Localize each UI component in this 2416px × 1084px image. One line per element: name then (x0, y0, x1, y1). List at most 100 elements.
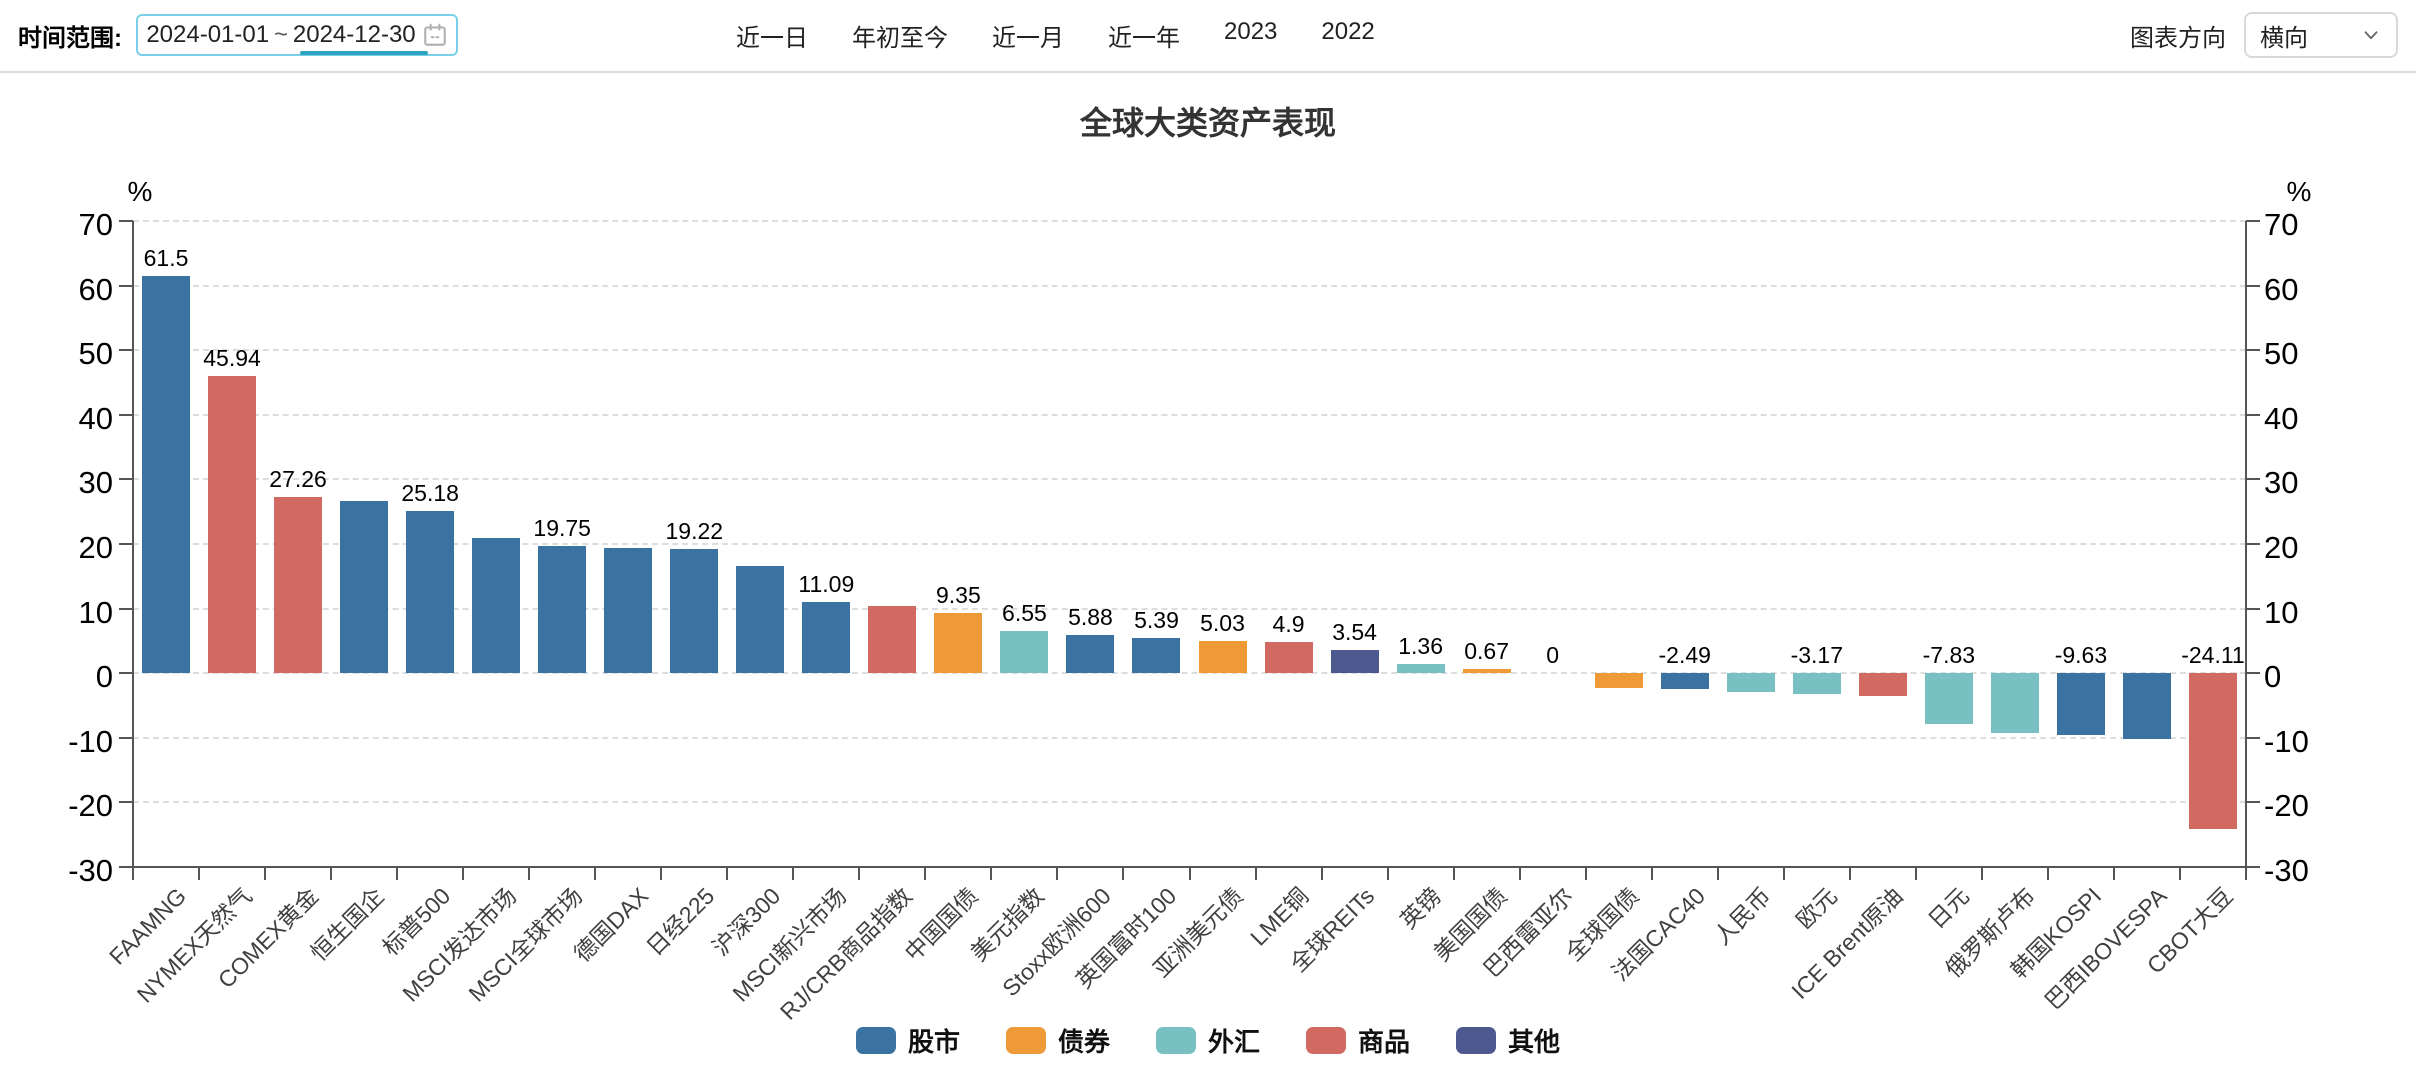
legend-item-外汇[interactable]: 外汇 (1155, 1022, 1260, 1059)
x-tick (330, 868, 333, 880)
x-tick (1188, 868, 1191, 880)
x-tick (1122, 868, 1125, 880)
bar-value-label: -9.63 (2054, 642, 2108, 669)
chart-bar[interactable] (868, 606, 917, 674)
chart-bar[interactable] (1264, 641, 1313, 674)
chart-bar[interactable] (2056, 673, 2105, 736)
chart-bar[interactable] (670, 549, 719, 674)
legend-label: 商品 (1358, 1027, 1411, 1057)
chart-bar[interactable] (1000, 630, 1049, 674)
orientation-select[interactable]: 横向 (2244, 12, 2398, 58)
x-tick (1650, 868, 1653, 880)
y-tick-right (2246, 672, 2260, 675)
bar-value-label: 1.36 (1398, 633, 1443, 660)
x-tick (1914, 868, 1917, 880)
y-tick-label-left: 0 (95, 659, 113, 695)
y-tick-left (119, 672, 133, 675)
y-tick-label-left: -30 (68, 853, 113, 888)
chart-bar[interactable] (472, 538, 521, 674)
chart-bar[interactable] (1330, 650, 1379, 674)
chart-bar[interactable] (208, 376, 257, 674)
y-tick-label-left: -20 (68, 788, 113, 824)
chart-bar[interactable] (802, 601, 851, 674)
y-tick-label-left: 30 (78, 465, 113, 501)
chart-bar[interactable] (1462, 668, 1511, 674)
y-tick-right (2246, 607, 2260, 610)
y-tick-right (2246, 284, 2260, 287)
bar-value-label: 5.88 (1068, 604, 1113, 631)
chart-bar[interactable] (1858, 673, 1907, 697)
date-range-picker[interactable]: 2024-01-01 ~ 2024-12-30 (136, 14, 458, 56)
chart-bar[interactable] (1132, 638, 1181, 674)
legend-item-其他[interactable]: 其他 (1456, 1022, 1560, 1059)
legend-label: 股市 (907, 1027, 960, 1057)
chart-bar[interactable] (274, 497, 323, 674)
chevron-down-icon (2364, 31, 2378, 40)
y-tick-right (2246, 478, 2260, 481)
chart-bar[interactable] (406, 510, 455, 674)
end-date-input[interactable]: 2024-12-30 (292, 21, 416, 48)
chart-bar[interactable] (1396, 664, 1445, 674)
category-label: 人民币 (1708, 882, 1776, 950)
gridline--20 (133, 801, 2246, 804)
bar-value-label: 45.94 (203, 345, 261, 372)
start-date-input[interactable]: 2024-01-01 (146, 21, 270, 48)
x-tick (2178, 868, 2181, 880)
x-tick (264, 868, 267, 880)
chart-bar[interactable] (1924, 673, 1973, 724)
legend-swatch (1456, 1027, 1497, 1054)
x-tick (1254, 868, 1257, 880)
y-tick-label-left: 70 (78, 207, 113, 242)
bar-value-label: 6.55 (1002, 599, 1047, 626)
legend-item-债券[interactable]: 债券 (1005, 1022, 1110, 1059)
y-tick-label-right: 40 (2264, 400, 2299, 436)
x-tick (1584, 868, 1587, 880)
x-tick (1716, 868, 1719, 880)
y-tick-right (2246, 736, 2260, 739)
quick-range-1[interactable]: 近一日 (736, 24, 808, 52)
legend-item-股市[interactable]: 股市 (855, 1022, 960, 1059)
y-tick-right (2246, 866, 2260, 868)
orientation-control: 图表方向 横向 (2130, 12, 2398, 58)
x-tick (1848, 868, 1851, 880)
legend-item-商品[interactable]: 商品 (1306, 1022, 1410, 1059)
chart-bar[interactable] (1990, 673, 2039, 733)
quick-range-2[interactable]: 年初至今 (852, 24, 948, 52)
x-tick (2112, 868, 2115, 880)
date-range-label: 时间范围: (18, 24, 122, 52)
chart-bar[interactable] (604, 547, 653, 674)
calendar-icon[interactable] (422, 22, 448, 48)
chart-bar[interactable] (1066, 635, 1115, 674)
quick-range-3[interactable]: 近一月 (992, 24, 1064, 52)
quick-range-5[interactable]: 2023 (1224, 17, 1278, 45)
x-tick (462, 868, 465, 880)
gridline-30 (133, 478, 2246, 481)
chart-bar[interactable] (1660, 673, 1709, 690)
y-tick-label-right: -30 (2264, 853, 2309, 888)
chart-bar[interactable] (340, 500, 389, 674)
chart-bar[interactable] (142, 275, 191, 674)
chart-bar[interactable] (538, 545, 587, 674)
chart-bar[interactable] (1726, 673, 1775, 692)
y-tick-label-left: 20 (78, 530, 113, 565)
bar-value-label: 0.67 (1464, 637, 1510, 664)
chart-bar[interactable] (934, 612, 983, 674)
x-tick (1782, 868, 1785, 880)
chart-bar[interactable] (736, 565, 785, 674)
bar-value-label: -3.17 (1790, 642, 1844, 669)
bar-value-label: 27.26 (269, 466, 327, 493)
chart-bar[interactable] (2188, 673, 2237, 829)
y-tick-left (119, 220, 133, 222)
quick-range-6[interactable]: 2022 (1321, 17, 1375, 45)
chart-bar[interactable] (1792, 673, 1841, 694)
chart-bar[interactable] (1594, 673, 1643, 688)
y-tick-label-right: 0 (2264, 659, 2282, 695)
chart-bar[interactable] (1198, 640, 1247, 674)
x-tick (1980, 868, 1983, 880)
quick-range-4[interactable]: 近一年 (1108, 24, 1180, 52)
gridline-70 (133, 220, 2246, 222)
bar-value-label: -24.11 (2181, 642, 2245, 669)
chart-bar[interactable] (2122, 673, 2171, 740)
y-tick-right (2246, 413, 2260, 416)
